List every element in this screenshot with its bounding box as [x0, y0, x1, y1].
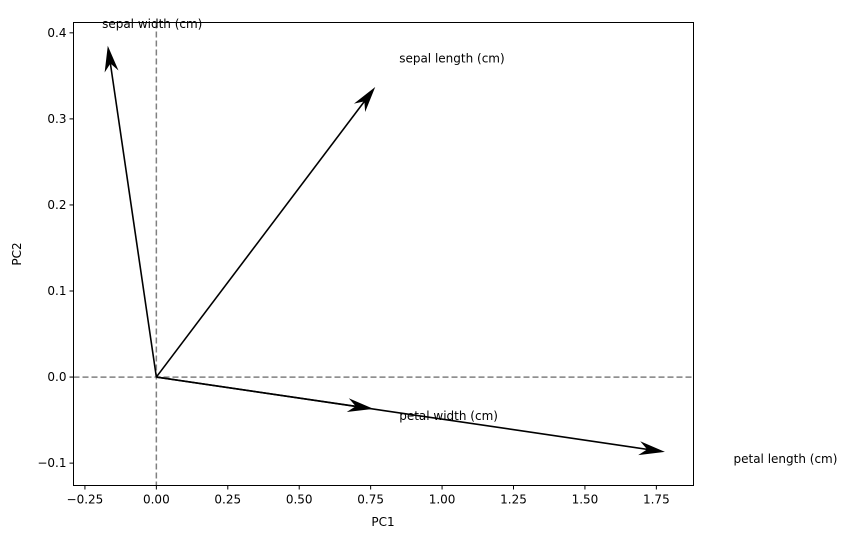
x-tick-label: −0.25 — [67, 493, 104, 507]
x-tick-label: 1.00 — [429, 493, 456, 507]
arrowhead-icon — [353, 87, 376, 113]
y-tick-label: 0.0 — [47, 370, 66, 384]
y-tick-label: 0.2 — [47, 198, 66, 212]
y-axis-label: PC2 — [10, 242, 24, 265]
x-tick-label: 0.25 — [214, 493, 241, 507]
loading-arrow: sepal width (cm) — [102, 17, 202, 378]
feature-label: sepal length (cm) — [399, 52, 504, 66]
feature-label: sepal width (cm) — [102, 17, 202, 31]
arrowhead-icon — [104, 45, 119, 73]
x-tick-label: 1.50 — [572, 493, 599, 507]
arrowhead-icon — [346, 398, 374, 413]
x-axis-label: PC1 — [371, 515, 394, 529]
x-tick-label: 1.75 — [643, 493, 670, 507]
x-tick-label: 1.25 — [500, 493, 527, 507]
plot-area — [73, 22, 694, 486]
x-axis-ticks: −0.25 0.00 0.25 0.50 0.75 1.00 1.25 1.50 1.75 — [67, 485, 670, 507]
y-tick-label: 0.3 — [47, 112, 66, 126]
y-tick-label: −0.1 — [37, 456, 66, 470]
y-tick-label: 0.4 — [47, 26, 66, 40]
axes-frame — [73, 22, 694, 486]
feature-label: petal width (cm) — [399, 409, 498, 423]
arrowhead-icon — [638, 441, 665, 456]
y-axis-ticks: −0.1 0.0 0.1 0.2 0.3 0.4 — [37, 26, 74, 470]
arrow-annotations: sepal length (cm) sepal width (cm) petal l… — [102, 17, 837, 466]
x-tick-label: 0.75 — [357, 493, 384, 507]
y-tick-label: 0.1 — [47, 284, 66, 298]
feature-label: petal length (cm) — [734, 452, 838, 466]
x-tick-label: 0.50 — [286, 493, 313, 507]
x-tick-label: 0.00 — [143, 493, 170, 507]
loading-arrow: petal width (cm) — [156, 376, 498, 423]
loading-arrow: sepal length (cm) — [155, 52, 505, 378]
